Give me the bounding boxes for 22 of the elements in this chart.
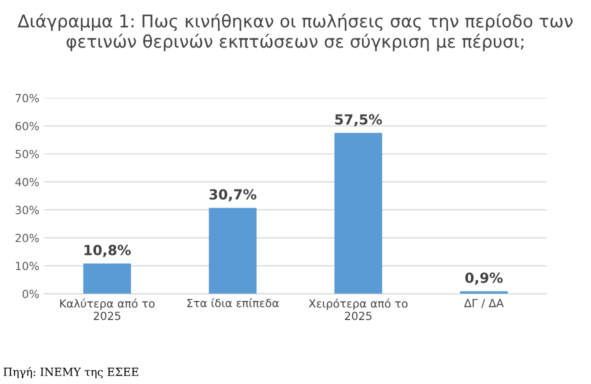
y-tick-label: 70% (16, 94, 39, 102)
y-tick-label: 50% (16, 150, 39, 158)
bar (460, 291, 508, 294)
y-tick-label: 40% (15, 178, 39, 186)
bar (334, 132, 382, 294)
x-tick-label: Χειρότερα από το 2025 (308, 298, 408, 320)
bar (208, 208, 257, 294)
y-tick-label: 20% (16, 234, 39, 242)
data-label: 0,9% (465, 272, 503, 285)
data-label: 10,8% (84, 244, 131, 258)
x-tick-label: ΔΓ / ΔΑ (464, 298, 504, 308)
data-label: 57,5% (335, 114, 382, 126)
bar (83, 264, 131, 294)
chart-title: Διάγραμμα 1: Πως κινήθηκαν οι πωλήσεις σας την περίοδο των φετινών θερινών εκπτώσεων σε σύγκριση με πέρυσι; (18, 13, 573, 52)
text: Πηγή: ΙΝΕΜΥ της ΕΣΕΕ (4, 367, 138, 378)
y-tick-label: 30% (16, 206, 39, 214)
y-tick-label: 10% (16, 262, 39, 270)
x-tick-label: Καλύτερα από το 2025 (60, 298, 155, 320)
y-tick-label: 0% (22, 290, 39, 298)
y-tick-label: 60% (16, 122, 39, 130)
data-label: 30,7% (210, 189, 256, 202)
x-tick-label: Στα ίδια επίπεδα (187, 298, 279, 308)
